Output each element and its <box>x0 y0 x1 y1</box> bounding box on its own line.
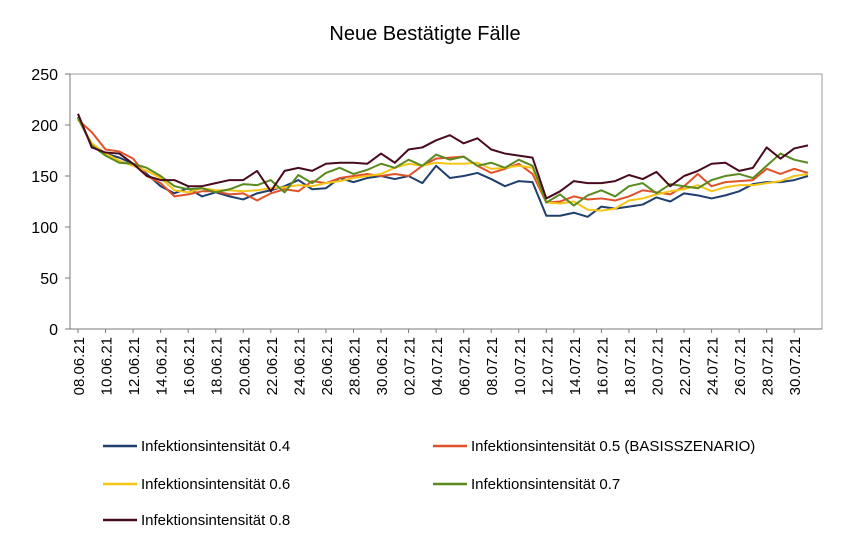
legend-label-1: Infektionsintensität 0.5 (BASISSZENARIO) <box>471 438 755 455</box>
x-tick-label: 14.07.21 <box>567 337 584 395</box>
legend: Infektionsintensität 0.4 Infektionsintens… <box>103 438 755 529</box>
x-tick-label: 10.07.21 <box>512 337 529 395</box>
x-tick-label: 16.06.21 <box>181 337 198 395</box>
x-tick-label: 12.06.21 <box>126 337 143 395</box>
series-lines <box>77 113 809 218</box>
x-tick-label: 08.07.21 <box>484 337 501 395</box>
x-tick-label: 18.06.21 <box>209 337 226 395</box>
x-tick-label: 24.06.21 <box>291 337 308 395</box>
x-tick-label: 30.06.21 <box>374 337 391 395</box>
x-tick-label: 26.07.21 <box>732 337 749 395</box>
chart-title: Neue Bestätigte Fälle <box>329 23 520 45</box>
x-tick-label: 30.07.21 <box>787 337 804 395</box>
series-line-0 <box>77 116 809 218</box>
x-tick-label: 10.06.21 <box>99 337 116 395</box>
x-tick-label: 20.06.21 <box>236 337 253 395</box>
x-tick-label: 28.06.21 <box>346 337 363 395</box>
x-tick-label: 02.07.21 <box>402 337 419 395</box>
x-tick-label: 20.07.21 <box>649 337 666 395</box>
x-tick-label: 22.07.21 <box>677 337 694 395</box>
y-axis-ticks: 0 50 100 150 200 250 <box>31 67 70 339</box>
x-tick-label: 06.07.21 <box>457 337 474 395</box>
legend-label-0: Infektionsintensität 0.4 <box>141 438 290 455</box>
x-tick-label: 28.07.21 <box>760 337 777 395</box>
y-tick-label: 150 <box>31 169 58 186</box>
x-tick-label: 18.07.21 <box>622 337 639 395</box>
x-tick-label: 26.06.21 <box>319 337 336 395</box>
y-tick-label: 50 <box>40 271 58 288</box>
x-axis-ticks: 08.06.21 10.06.21 12.06.21 14.06.21 16.06.21… <box>71 329 804 395</box>
x-tick-label: 04.07.21 <box>429 337 446 395</box>
legend-label-2: Infektionsintensität 0.6 <box>141 476 290 493</box>
y-tick-label: 250 <box>31 67 58 84</box>
y-tick-label: 200 <box>31 118 58 135</box>
x-tick-label: 08.06.21 <box>71 337 88 395</box>
x-tick-label: 22.06.21 <box>264 337 281 395</box>
x-tick-label: 12.07.21 <box>539 337 556 395</box>
x-tick-label: 16.07.21 <box>594 337 611 395</box>
legend-label-4: Infektionsintensität 0.8 <box>141 512 290 529</box>
legend-label-3: Infektionsintensität 0.7 <box>471 476 620 493</box>
y-tick-label: 100 <box>31 220 58 237</box>
x-tick-label: 24.07.21 <box>705 337 722 395</box>
series-line-3 <box>77 117 809 207</box>
y-tick-label: 0 <box>49 322 58 339</box>
series-line-4 <box>77 113 809 200</box>
x-tick-label: 14.06.21 <box>154 337 171 395</box>
